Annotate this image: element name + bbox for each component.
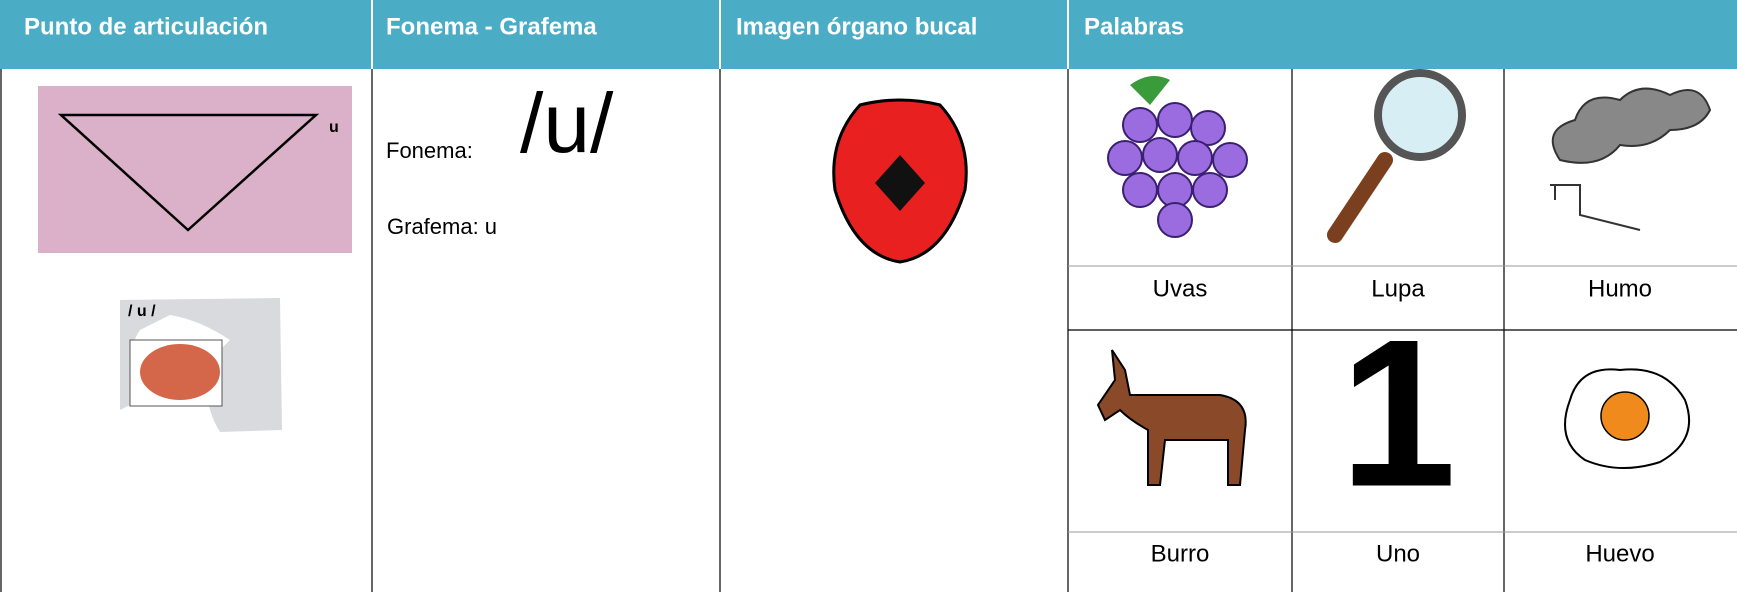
donkey-icon [1096,349,1247,486]
diagram-label: u [329,119,339,136]
vowel-diagram: u [38,86,352,253]
header-cell: Palabras [1084,13,1184,40]
grafema: Grafema: u [387,214,497,239]
fonema-label: Fonema: [386,138,473,163]
word-label: Lupa [1371,275,1425,302]
header-cell: Imagen órgano bucal [736,13,977,40]
word-label: Huevo [1585,540,1654,567]
header-cell: Punto de articulación [24,13,268,40]
grapes-icon [1107,76,1248,238]
lips-image [832,98,968,264]
mouth-diagram: / u / [120,298,282,432]
word-label: Humo [1588,275,1652,302]
word-label: Uno [1376,540,1420,567]
magnifier-icon [1327,69,1466,243]
header-dividers [371,0,1069,69]
word-label: Uvas [1153,275,1208,302]
egg-icon [1564,368,1691,470]
mouth-label: / u / [128,303,156,320]
smoke-icon [1550,87,1712,231]
number-picture: 1 [1340,295,1457,530]
header-cell: Fonema - Grafema [386,13,597,40]
fonema: /u/ [520,76,614,170]
header-row [0,0,1737,69]
table-grid [0,69,1737,592]
word-label: Burro [1151,540,1210,567]
